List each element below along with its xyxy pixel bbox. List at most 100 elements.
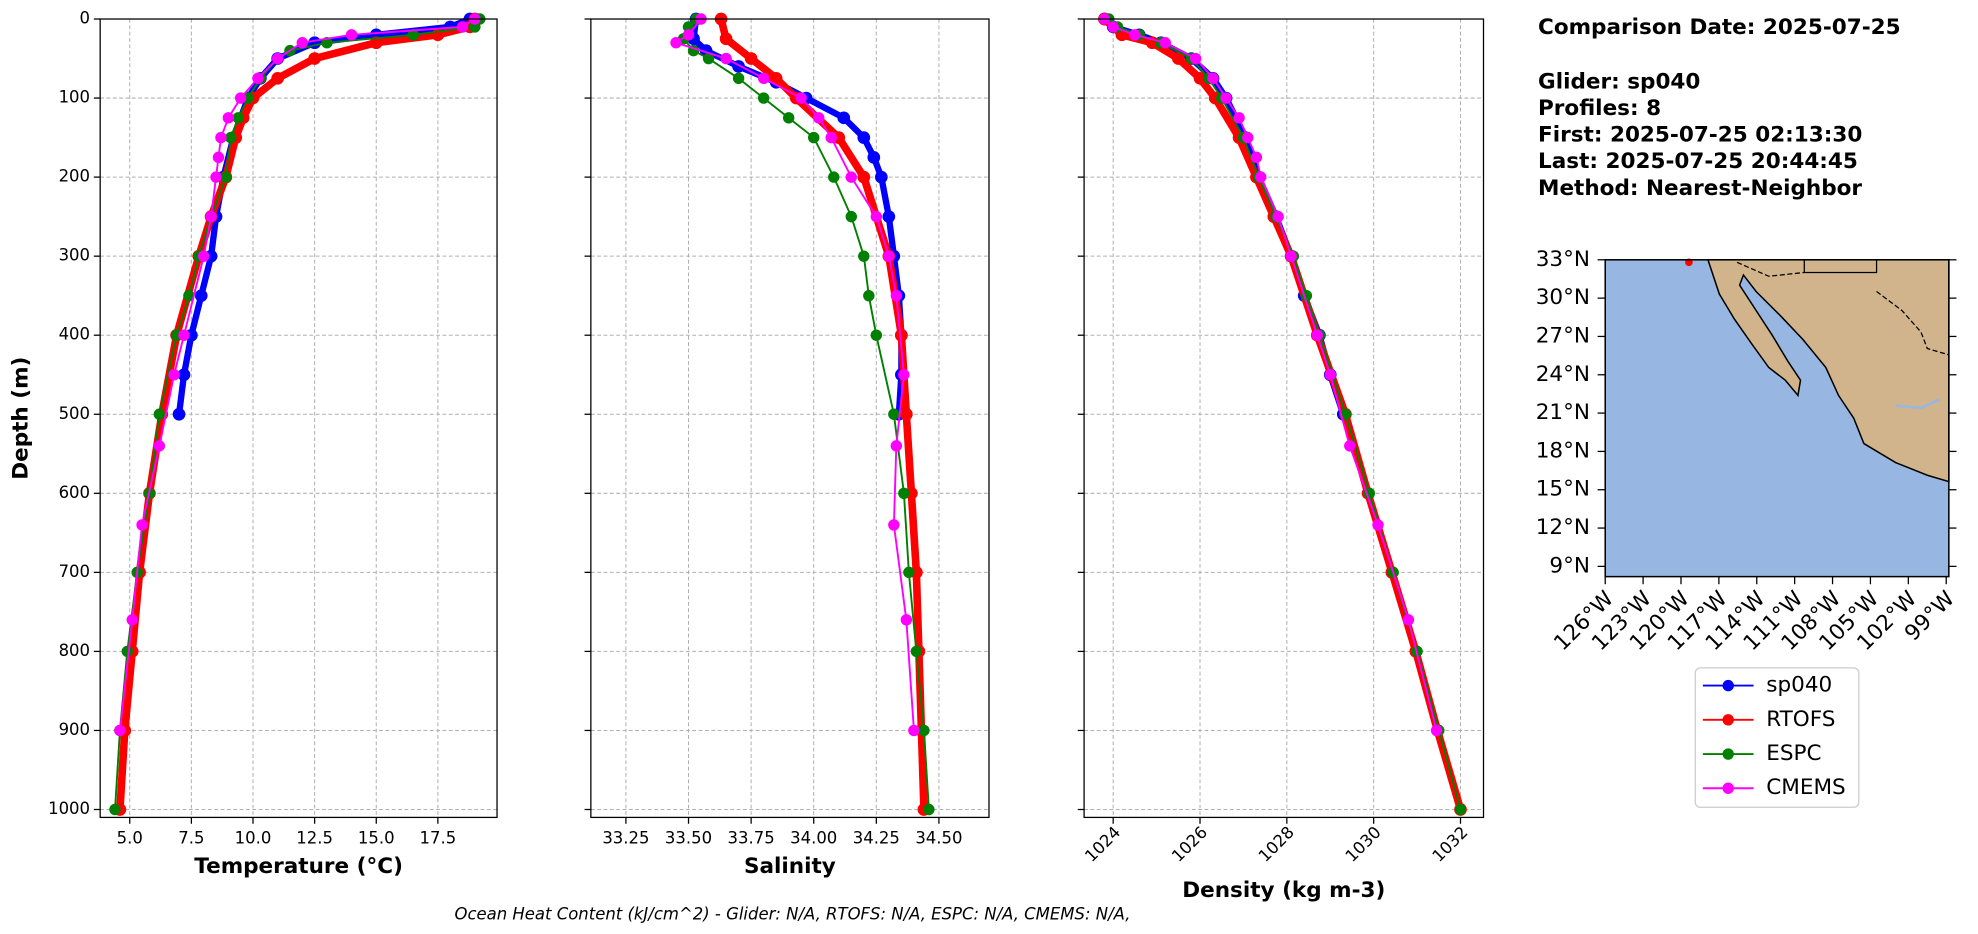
profile-marker xyxy=(874,170,888,184)
profile-marker xyxy=(682,29,695,41)
profile-marker xyxy=(1285,250,1297,262)
profile-marker xyxy=(908,724,920,737)
legend-box xyxy=(1694,667,1860,808)
profile-marker xyxy=(720,52,732,65)
profile-marker xyxy=(220,171,232,183)
profile-marker xyxy=(757,72,770,84)
profile-marker xyxy=(1372,519,1384,531)
profile-marker xyxy=(888,519,900,531)
map-lat-label: 12°N xyxy=(1536,515,1590,540)
y-tick-label: 200 xyxy=(59,167,90,186)
x-tick-label: 34.50 xyxy=(915,828,962,847)
profile-marker xyxy=(890,440,903,452)
profile-marker xyxy=(702,52,715,65)
x-tick-label: 15.0 xyxy=(358,828,395,847)
x-axis-label: Temperature (°C) xyxy=(194,854,403,879)
profile-marker xyxy=(222,112,235,124)
profile-marker xyxy=(308,52,321,65)
x-axis-label: Salinity xyxy=(744,854,836,879)
x-tick-label: 10.0 xyxy=(235,828,272,847)
y-tick-label: 800 xyxy=(59,641,90,660)
profile-marker xyxy=(1193,71,1207,85)
x-tick-label: 7.5 xyxy=(178,828,204,847)
y-axis-label: Depth (m) xyxy=(9,357,34,480)
map-lat-label: 18°N xyxy=(1536,438,1590,463)
x-tick-label: 12.5 xyxy=(296,828,333,847)
x-tick-label: 5.0 xyxy=(117,828,143,847)
profile-marker xyxy=(900,407,913,421)
profile-marker xyxy=(845,171,857,183)
profile-marker xyxy=(177,368,191,382)
profile-marker xyxy=(215,131,227,144)
profile-line xyxy=(690,18,905,415)
border xyxy=(1736,261,1805,277)
y-tick-label: 400 xyxy=(59,325,90,344)
profile-marker xyxy=(867,151,881,164)
x-tick-label: 33.25 xyxy=(602,828,649,847)
profile-marker xyxy=(168,369,180,381)
map-lat-label: 15°N xyxy=(1536,477,1590,502)
profile-marker xyxy=(732,72,745,84)
profile-marker xyxy=(232,112,244,124)
profile-marker xyxy=(194,289,208,303)
profile-marker xyxy=(1311,329,1323,341)
axes-frame xyxy=(1083,18,1485,819)
profile-marker xyxy=(1242,131,1254,144)
profile-marker xyxy=(271,52,284,65)
profile-marker xyxy=(296,37,309,49)
profile-marker xyxy=(1220,92,1232,104)
x-tick-label: 1024 xyxy=(1081,823,1124,866)
legend-marker xyxy=(1722,714,1734,726)
profile-marker xyxy=(898,487,910,500)
profile-marker xyxy=(178,329,190,341)
profile-marker xyxy=(863,289,875,302)
profile-marker xyxy=(1250,151,1263,164)
y-tick-label: 100 xyxy=(59,88,90,107)
profile-marker xyxy=(888,408,900,420)
map-lat-label: 30°N xyxy=(1536,285,1590,310)
profile-marker xyxy=(845,210,857,223)
profile-marker xyxy=(205,210,217,223)
profile-marker xyxy=(225,131,237,144)
profile-marker xyxy=(857,170,871,184)
info-line: Glider: sp040 xyxy=(1538,69,1700,94)
land xyxy=(1706,259,1950,483)
profile-marker xyxy=(719,32,733,46)
y-tick-label: 600 xyxy=(59,483,90,502)
profile-marker xyxy=(469,21,481,33)
profile-marker xyxy=(769,71,783,85)
x-tick-label: 1028 xyxy=(1255,823,1298,866)
profile-marker xyxy=(252,72,264,84)
legend-label: CMEMS xyxy=(1766,775,1845,800)
profile-marker xyxy=(153,408,166,420)
border xyxy=(1803,259,1878,274)
profile-marker xyxy=(1430,724,1443,737)
profile-marker xyxy=(837,111,851,125)
map-lat-label: 33°N xyxy=(1536,247,1590,272)
profile-marker xyxy=(895,328,908,342)
profile-marker xyxy=(153,440,166,452)
profile-marker xyxy=(1454,803,1467,816)
profile-marker xyxy=(1129,29,1141,41)
profile-marker xyxy=(923,803,935,816)
profile-marker xyxy=(1159,37,1171,49)
axes-frame xyxy=(99,18,498,819)
profile-marker xyxy=(1233,112,1245,124)
lake xyxy=(1895,398,1941,410)
profile-marker xyxy=(1171,52,1185,65)
y-tick-label: 900 xyxy=(59,720,90,739)
profile-marker xyxy=(1272,210,1284,223)
profile-marker xyxy=(1207,72,1219,84)
info-line: First: 2025-07-25 02:13:30 xyxy=(1538,123,1862,148)
profile-marker xyxy=(858,250,870,262)
profile-marker xyxy=(828,171,840,183)
x-axis-label: Density (kg m-3) xyxy=(1182,878,1385,903)
legend-label: ESPC xyxy=(1766,741,1821,766)
legend-label: sp040 xyxy=(1766,673,1832,698)
x-tick-label: 1032 xyxy=(1428,823,1471,866)
profile-marker xyxy=(825,131,837,144)
profile-marker xyxy=(808,131,820,144)
profile-line xyxy=(674,18,915,731)
footer: Ocean Heat Content (kJ/cm^2) - Glider: N… xyxy=(454,904,1130,923)
